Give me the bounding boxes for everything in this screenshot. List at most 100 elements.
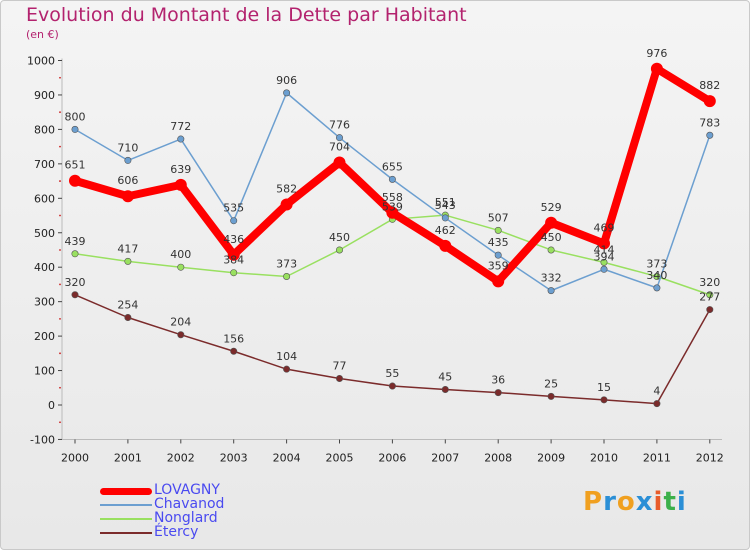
x-tick-label: 2012 xyxy=(696,451,724,464)
series-point-0 xyxy=(69,174,81,187)
data-label: 15 xyxy=(597,381,611,394)
x-tick-label: 2007 xyxy=(431,451,459,464)
series-point-2 xyxy=(124,257,132,265)
y-tick-label: -100 xyxy=(30,433,55,446)
series-point-1 xyxy=(335,134,343,142)
data-label: 469 xyxy=(594,221,615,234)
y-tick-label: 200 xyxy=(34,330,55,343)
data-label: 436 xyxy=(223,233,244,246)
series-point-3 xyxy=(494,389,502,397)
line-chart: -100 0 100 200 300 400 500 600 700 800 900 1000 2000… xyxy=(27,47,724,465)
series-point-2 xyxy=(230,269,238,277)
logo-letter: i xyxy=(653,487,664,517)
series-point-2 xyxy=(547,246,555,254)
series-point-0 xyxy=(650,62,663,75)
x-tick-label: 2001 xyxy=(114,451,142,464)
series-point-2 xyxy=(283,273,291,281)
series-point-3 xyxy=(177,331,185,339)
y-minor-tick xyxy=(59,386,61,389)
series-point-1 xyxy=(124,156,132,164)
series-point-3 xyxy=(441,385,449,393)
y-minor-tick xyxy=(59,76,61,79)
y-tick-label: 300 xyxy=(34,296,55,309)
series-point-1 xyxy=(547,287,555,295)
series-point-0 xyxy=(280,198,293,211)
x-tick-label: 2009 xyxy=(537,451,565,464)
data-label: 582 xyxy=(276,183,297,196)
data-label: 976 xyxy=(646,47,667,60)
series-point-0 xyxy=(386,206,399,219)
data-label: 359 xyxy=(488,259,509,272)
y-tick-label: 0 xyxy=(48,399,55,412)
data-label: 800 xyxy=(65,110,86,123)
series-point-1 xyxy=(71,125,79,133)
data-label: 414 xyxy=(594,243,615,256)
chart-subtitle: (en €) xyxy=(26,28,59,41)
x-tick-label: 2005 xyxy=(326,451,354,464)
x-tick-label: 2011 xyxy=(643,451,671,464)
data-label: 606 xyxy=(117,174,138,187)
data-label: 394 xyxy=(594,250,615,263)
data-label: 4 xyxy=(653,385,660,398)
data-label: 55 xyxy=(385,367,399,380)
data-label: 204 xyxy=(170,316,191,329)
series-point-1 xyxy=(441,214,449,222)
series-point-3 xyxy=(124,313,132,321)
data-label: 340 xyxy=(646,269,667,282)
x-tick-label: 2006 xyxy=(378,451,406,464)
y-tick-label: 500 xyxy=(34,227,55,240)
data-label: 373 xyxy=(646,258,667,271)
series-point-2 xyxy=(494,226,502,234)
legend-label: LOVAGNY xyxy=(154,482,220,498)
data-label: 558 xyxy=(382,191,403,204)
series-point-2 xyxy=(71,250,79,258)
data-label: 710 xyxy=(117,141,138,154)
series-point-3 xyxy=(706,306,714,314)
data-label: 77 xyxy=(333,359,347,372)
series-point-2 xyxy=(177,263,185,271)
series-point-3 xyxy=(230,347,238,355)
legend-swatch xyxy=(100,487,152,495)
data-label: 783 xyxy=(699,116,720,129)
data-label: 36 xyxy=(491,374,505,387)
series-point-3 xyxy=(653,400,661,408)
y-minor-tick xyxy=(59,111,61,114)
data-label: 332 xyxy=(541,272,562,285)
y-minor-tick xyxy=(59,214,61,217)
series-point-1 xyxy=(653,284,661,292)
y-tick-label: 900 xyxy=(34,89,55,102)
data-label: 400 xyxy=(170,248,191,261)
y-tick-label: 100 xyxy=(34,365,55,378)
x-tick-label: 2002 xyxy=(167,451,195,464)
data-label: 535 xyxy=(223,202,244,215)
chart-title: Evolution du Montant de la Dette par Hab… xyxy=(26,4,467,26)
series-point-0 xyxy=(703,95,716,108)
series-point-1 xyxy=(706,131,714,139)
y-minor-tick xyxy=(59,352,61,355)
series-point-0 xyxy=(121,190,134,203)
data-label: 651 xyxy=(65,159,86,172)
y-tick-label: 400 xyxy=(34,261,55,274)
series-point-1 xyxy=(230,217,238,225)
data-label: 704 xyxy=(329,140,350,153)
legend-label: Nonglard xyxy=(154,510,218,526)
data-label: 320 xyxy=(699,276,720,289)
data-label: 776 xyxy=(329,119,350,132)
data-label: 639 xyxy=(170,163,191,176)
x-tick-label: 2010 xyxy=(590,451,618,464)
data-label: 417 xyxy=(117,242,138,255)
data-label: 507 xyxy=(488,211,509,224)
legend-swatch xyxy=(100,532,152,534)
series-point-3 xyxy=(388,382,396,390)
data-label: 543 xyxy=(435,199,456,212)
y-minor-tick xyxy=(59,421,61,424)
data-label: 882 xyxy=(699,79,720,92)
y-tick-label: 600 xyxy=(34,192,55,205)
series-point-3 xyxy=(283,365,291,373)
data-label: 104 xyxy=(276,350,297,363)
series-point-1 xyxy=(600,265,608,273)
series-point-0 xyxy=(227,248,240,261)
data-label: 906 xyxy=(276,74,297,87)
data-label: 156 xyxy=(223,332,244,345)
